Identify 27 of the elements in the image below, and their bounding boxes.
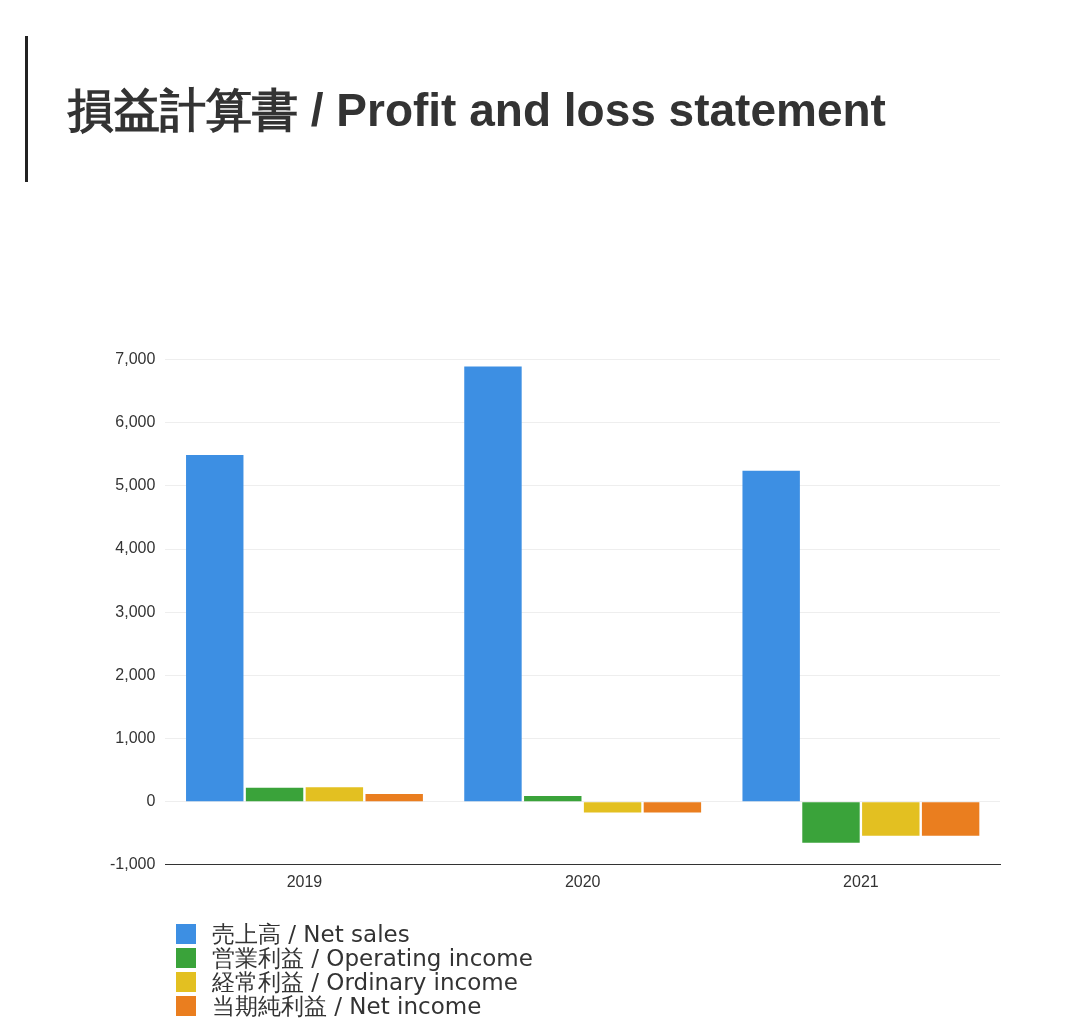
bar xyxy=(802,802,860,843)
y-tick-label: 2,000 xyxy=(115,665,156,683)
y-tick-label: 0 xyxy=(146,792,156,810)
y-tick-label: 7,000 xyxy=(115,350,156,368)
y-tick-label: 5,000 xyxy=(115,476,156,494)
legend-label: 売上高 / Net sales xyxy=(212,921,410,947)
bar xyxy=(524,795,582,802)
bar xyxy=(643,802,702,813)
y-tick-label: 6,000 xyxy=(115,413,156,431)
bar xyxy=(921,802,980,836)
y-tick-label: 1,000 xyxy=(115,728,156,746)
y-tick-label: 3,000 xyxy=(115,602,156,620)
bar xyxy=(742,470,800,802)
bar xyxy=(245,787,304,802)
legend-label: 営業利益 / Operating income xyxy=(212,945,533,971)
x-tick-label: 2019 xyxy=(286,872,323,890)
bar xyxy=(862,802,920,836)
y-tick-label: -1,000 xyxy=(109,855,156,873)
chart-title: 損益計算書 / Profit and loss statement xyxy=(68,83,886,138)
bar xyxy=(464,366,522,802)
bar xyxy=(305,787,364,802)
x-tick-label: 2021 xyxy=(843,872,879,890)
bar xyxy=(365,794,423,802)
x-tick-label: 2020 xyxy=(564,872,601,890)
bar xyxy=(583,802,642,813)
y-tick-label: 4,000 xyxy=(115,539,156,557)
bar xyxy=(186,454,244,802)
